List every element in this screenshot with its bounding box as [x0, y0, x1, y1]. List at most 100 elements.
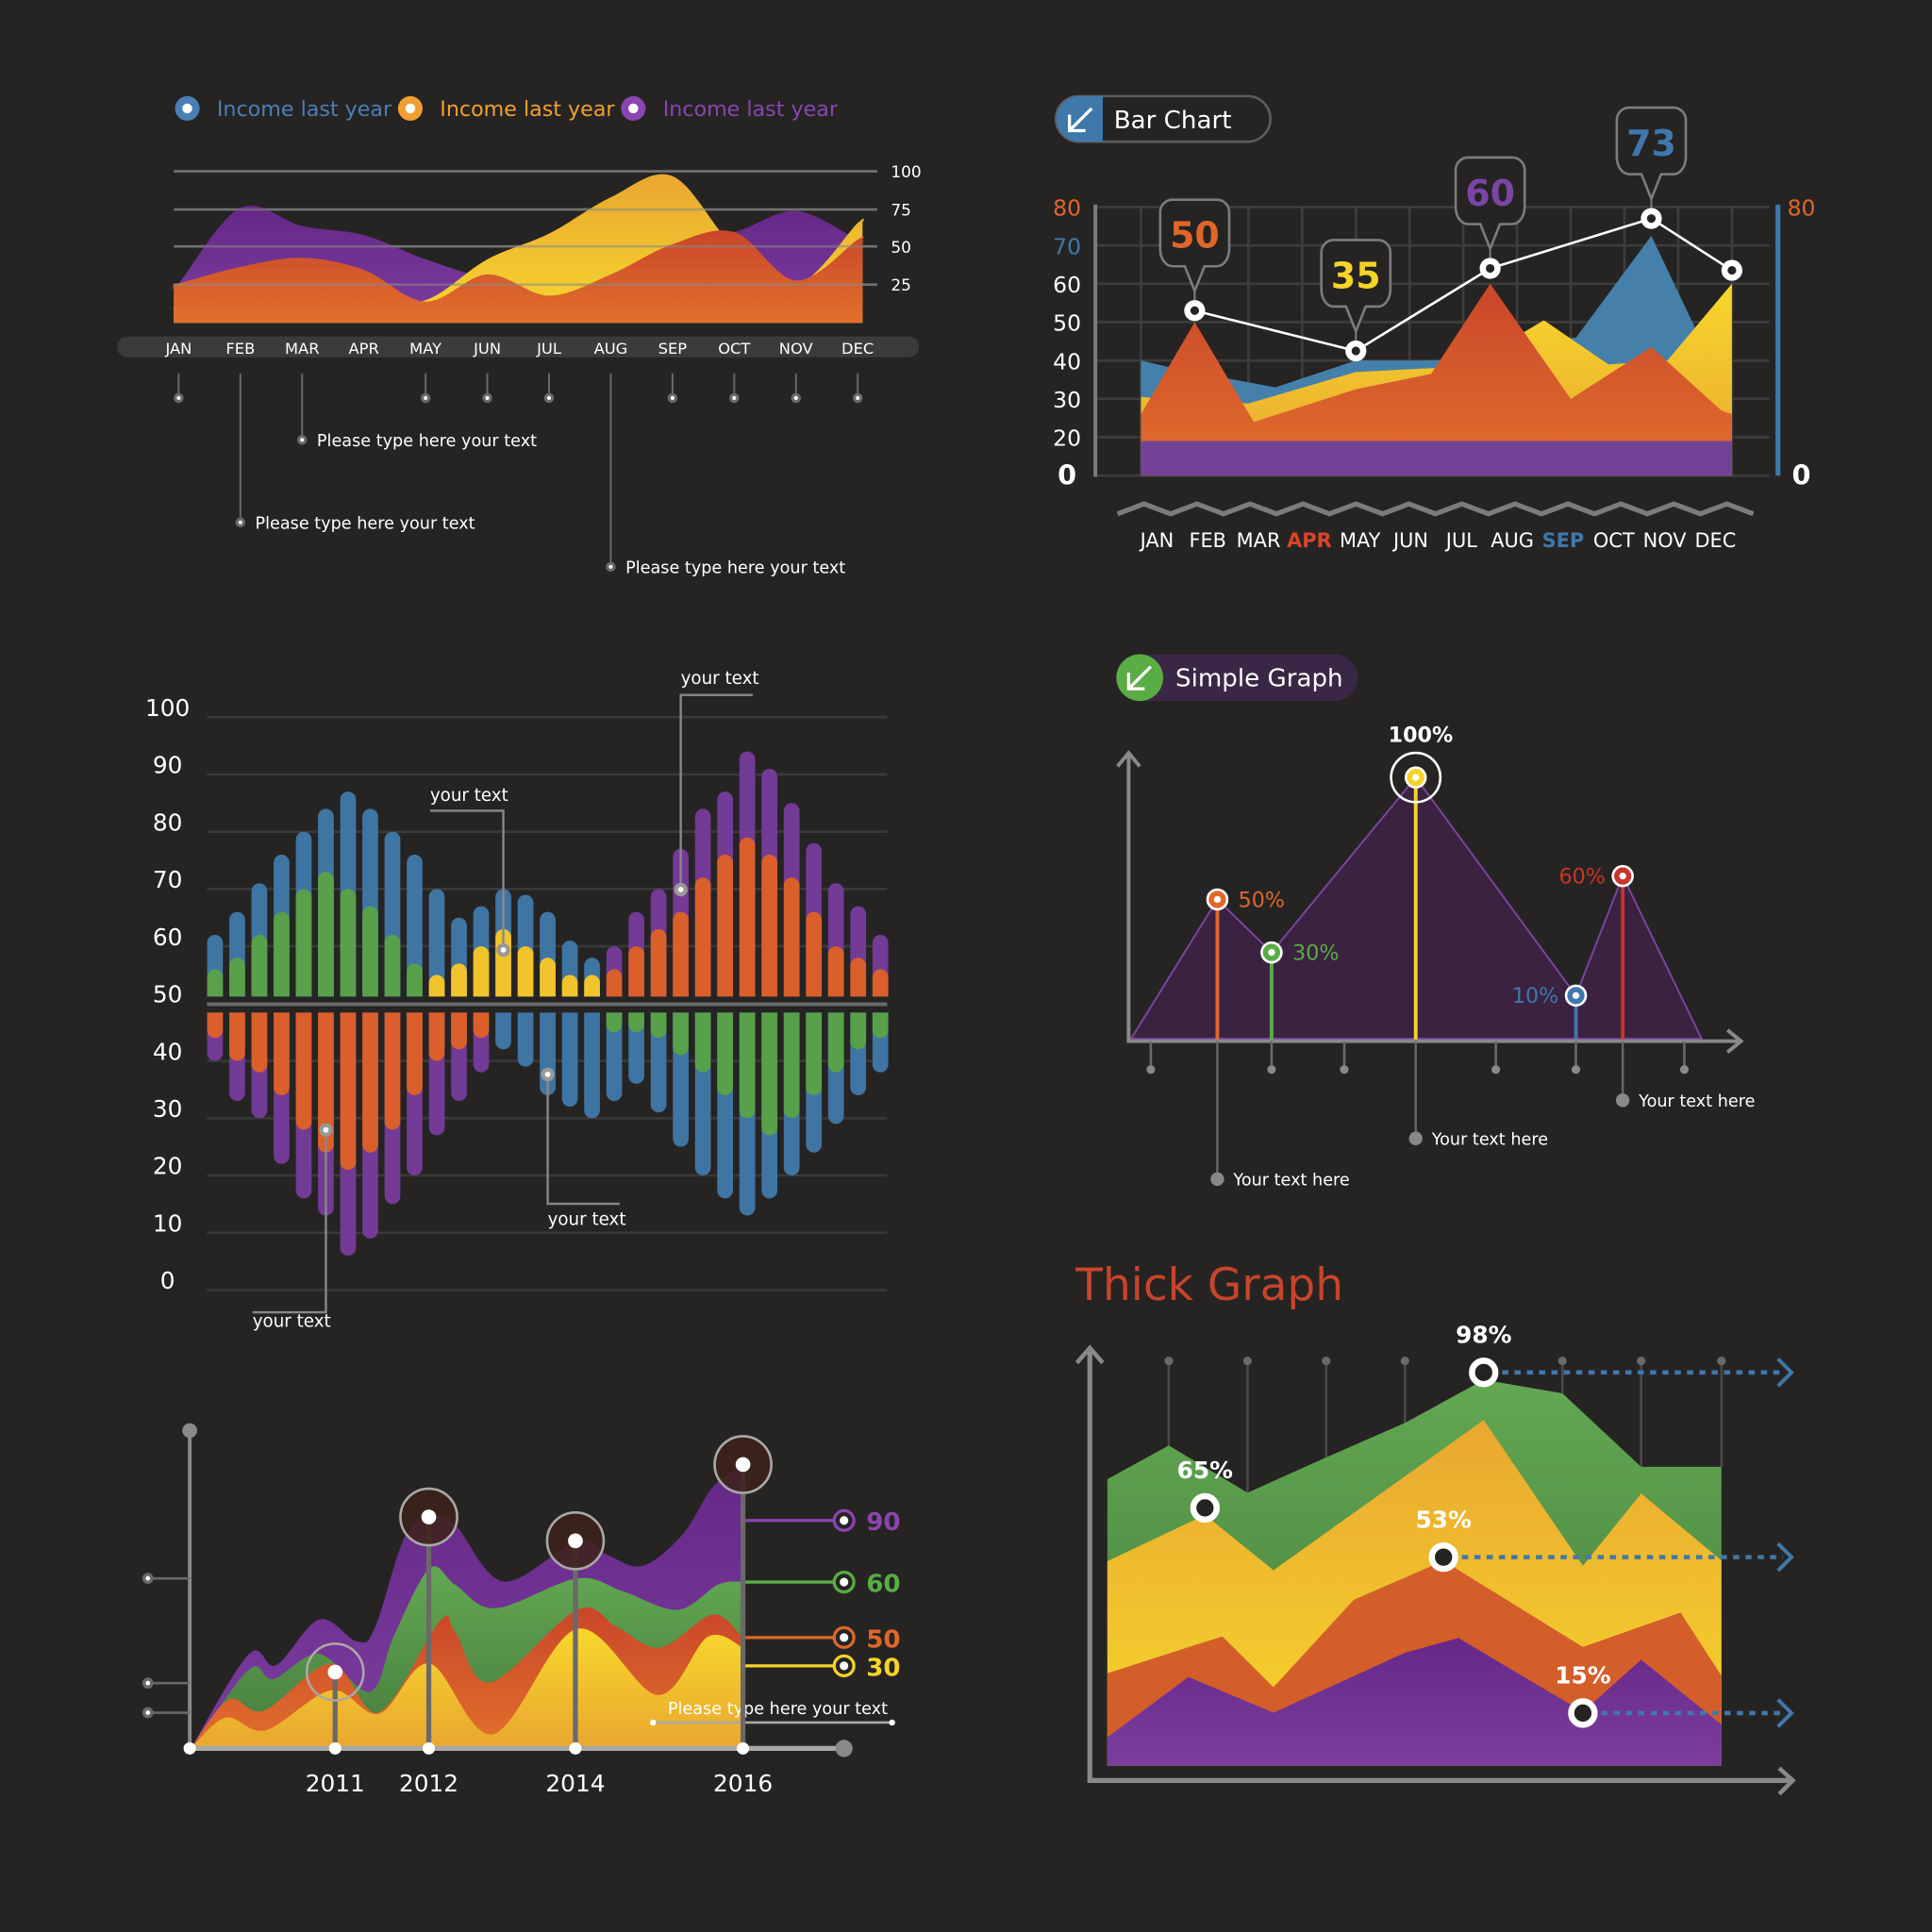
lower-front-bar [650, 1012, 667, 1039]
x-tick-label: NOV [1643, 529, 1688, 552]
legend: Income last year Income last year Income… [175, 95, 839, 122]
upper-front-bar [517, 946, 534, 997]
value-callout-bubble [1454, 156, 1526, 253]
y-tick-label: 10 [153, 1209, 183, 1237]
upper-front-bar [318, 872, 334, 997]
title-pill-bg [1116, 654, 1358, 702]
x-tick-label: 2011 [306, 1770, 365, 1797]
value-callout-label: 35 [1331, 255, 1381, 296]
lower-back-bar [606, 1012, 623, 1102]
leader-dot-inner [670, 395, 675, 400]
peak-ring [1390, 751, 1442, 804]
x-tick-label: FEB [1189, 529, 1226, 552]
drop-line-dot [1400, 1357, 1409, 1366]
callout-text: Your text here [1431, 1130, 1548, 1149]
legend-dot-inner [405, 103, 416, 114]
legend-label: Income last year [217, 97, 392, 122]
x-tick-label: OCT [1593, 529, 1635, 552]
lower-front-bar [850, 1012, 867, 1050]
upper-front-bar [295, 889, 312, 997]
upper-back-bar [428, 889, 445, 997]
bar-chart-title-pill[interactable]: Bar Chart [1055, 94, 1272, 143]
upper-front-bar [827, 946, 844, 997]
y-axis-tick-dot-inner [145, 1680, 151, 1686]
point-label: 30% [1292, 941, 1339, 965]
value-label: 65% [1177, 1457, 1234, 1484]
leader-dot-inner [424, 395, 428, 400]
legend-item-purple[interactable]: Income last year [621, 95, 839, 122]
y-axis-tick-dot-inner [145, 1575, 151, 1581]
x-tick-label: APR [1287, 529, 1332, 552]
y-tick-label: 80 [1053, 195, 1081, 222]
legend-value: 50 [866, 1625, 900, 1654]
right-tick-label: 80 [1788, 195, 1816, 222]
simple-graph-title-pill[interactable]: Simple Graph [1116, 654, 1358, 702]
value-marker [1190, 1492, 1221, 1524]
point-marker-inner [1412, 774, 1420, 781]
lower-front-bar [207, 1012, 224, 1039]
marker-dot [327, 1664, 343, 1680]
bar-chart-title: Bar Chart [1114, 107, 1232, 135]
upper-front-bar [650, 928, 667, 997]
point-label: 100% [1389, 723, 1454, 747]
y-tick-label: 90 [153, 752, 183, 779]
lower-front-bar [872, 1012, 889, 1039]
upper-front-bar [229, 958, 245, 997]
value-marker [1469, 1357, 1499, 1388]
point-marker-inner [1619, 872, 1626, 880]
x-axis-dot [569, 1741, 582, 1755]
y-tick-label: 100 [145, 694, 190, 722]
value-callout-bubble [1320, 239, 1392, 335]
x-axis-tick-dot [1679, 1065, 1690, 1074]
leader-dot-inner [608, 564, 613, 569]
income-area-chart: Income last year Income last year Income… [117, 95, 922, 577]
x-axis-dot [328, 1741, 341, 1755]
upper-front-bar [428, 974, 445, 997]
legend-value: 60 [866, 1571, 900, 1599]
lower-front-bar [473, 1012, 490, 1039]
axes [1087, 1351, 1792, 1783]
area-series-3 [1141, 441, 1732, 476]
x-tick-label: JAN [1139, 529, 1174, 552]
lower-front-bar [717, 1012, 734, 1096]
x-tick-label: OCT [718, 340, 751, 358]
annotation-end-dot [889, 1719, 895, 1726]
leader-dot-inner [485, 395, 490, 400]
upper-front-bar [540, 958, 556, 997]
legend-item-blue[interactable]: Income last year [175, 95, 392, 122]
area-series-3 [1107, 1638, 1722, 1766]
x-axis-tick-dot [1146, 1065, 1156, 1074]
legend-item-orange[interactable]: Income last year [397, 95, 616, 122]
x-axis-tick-dot [1340, 1065, 1349, 1074]
annotation-text: Please type here your text [625, 558, 845, 577]
x-axis-dot [423, 1741, 436, 1755]
legend-label: Income last year [440, 97, 615, 122]
upper-front-bar [673, 911, 689, 997]
x-tick-label: MAY [1340, 529, 1381, 552]
x-axis-dot [737, 1741, 750, 1755]
x-tick-label: JUL [536, 340, 561, 358]
lower-front-bar [407, 1012, 423, 1096]
x-tick-label: 2012 [399, 1770, 458, 1797]
arrow-down-left-icon [1068, 107, 1093, 133]
upper-front-bar [384, 934, 401, 997]
x-tick-label: JUN [1391, 529, 1428, 552]
x-axis-tick-dot [1491, 1065, 1501, 1074]
drop-line-dot [1557, 1357, 1567, 1366]
y-axis-end-dot [182, 1423, 197, 1439]
upper-front-bar [473, 946, 490, 997]
x-axis-tick-dot [1267, 1065, 1276, 1074]
upper-front-bar [606, 969, 623, 997]
annotation-dot-inner [677, 887, 684, 892]
line-point-inner [1486, 263, 1495, 274]
upper-front-bar [872, 969, 889, 997]
lower-back-bar [495, 1012, 511, 1050]
annotation-dot-inner [544, 1072, 551, 1077]
x-tick-label: DEC [841, 340, 874, 358]
lower-front-bar [229, 1012, 245, 1061]
upper-front-bar [628, 946, 644, 997]
title-pill-border [1055, 94, 1272, 143]
lower-front-bar [362, 1012, 378, 1153]
